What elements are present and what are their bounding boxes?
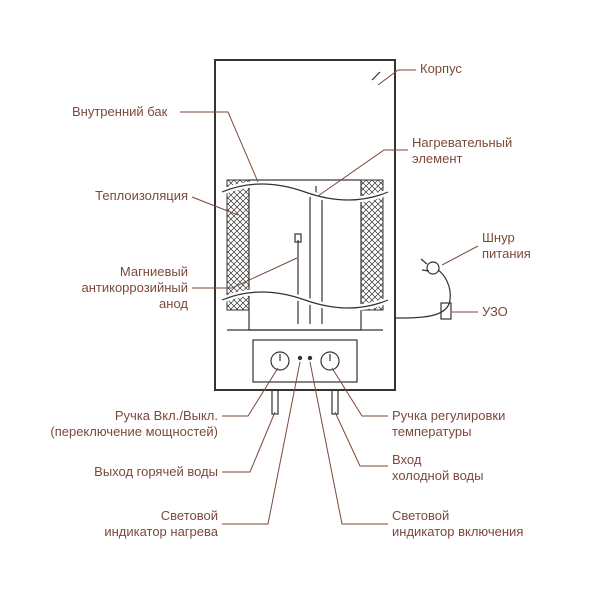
control-panel	[253, 340, 357, 382]
label-cold-in-2: холодной воды	[392, 468, 483, 483]
label-hot-out: Выход горячей воды	[94, 464, 218, 479]
label-rcd: УЗО	[482, 304, 508, 319]
label-insulation: Теплоизоляция	[95, 188, 188, 203]
label-knob-temp-1: Ручка регулировки	[392, 408, 505, 423]
label-cord-1: Шнур	[482, 230, 515, 245]
label-anode-2: антикоррозийный	[81, 280, 188, 295]
corner-mark	[372, 72, 380, 80]
label-led-on-1: Световой	[392, 508, 449, 523]
label-led-heat-1: Световой	[161, 508, 218, 523]
label-led-on-2: индикатор включения	[392, 524, 523, 539]
power-cord	[395, 270, 450, 318]
label-inner-tank: Внутренний бак	[72, 104, 168, 119]
pipe-cold-in	[332, 390, 338, 414]
plug-icon	[427, 262, 439, 274]
label-cold-in-1: Вход	[392, 452, 422, 467]
label-heater-2: элемент	[412, 151, 463, 166]
pipe-hot-out	[272, 390, 278, 414]
label-anode-1: Магниевый	[120, 264, 188, 279]
label-knob-temp-2: температуры	[392, 424, 471, 439]
label-knob-on-1: Ручка Вкл./Выкл.	[115, 408, 218, 423]
label-led-heat-2: индикатор нагрева	[104, 524, 218, 539]
label-cord-2: питания	[482, 246, 531, 261]
led-on-dot	[308, 356, 312, 360]
label-anode-3: анод	[159, 296, 188, 311]
label-heater-1: Нагревательный	[412, 135, 512, 150]
label-body: Корпус	[420, 61, 462, 76]
led-heat-dot	[298, 356, 302, 360]
label-knob-on-2: (переключение мощностей)	[50, 424, 218, 439]
